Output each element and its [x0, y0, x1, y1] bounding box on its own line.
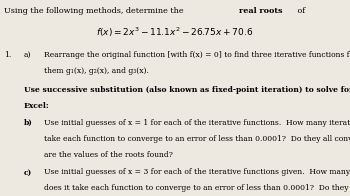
Text: real roots: real roots: [239, 7, 283, 15]
Text: $f(x)=2x^3-11.1x^2-26.75x+70.6$: $f(x)=2x^3-11.1x^2-26.75x+70.6$: [96, 25, 254, 39]
Text: Use initial guesses of x = 3 for each of the iterative functions given.  How man: Use initial guesses of x = 3 for each of…: [44, 168, 350, 176]
Text: are the values of the roots found?: are the values of the roots found?: [44, 151, 173, 159]
Text: of: of: [295, 7, 306, 15]
Text: b): b): [24, 119, 33, 127]
Text: 1.: 1.: [4, 51, 12, 59]
Text: Using the following methods, determine the: Using the following methods, determine t…: [4, 7, 186, 15]
Text: does it take each function to converge to an error of less than 0.0001?  Do they: does it take each function to converge t…: [44, 184, 350, 192]
Text: a): a): [24, 51, 31, 59]
Text: Excel:: Excel:: [24, 102, 50, 110]
Text: c): c): [24, 168, 32, 176]
Text: Use initial guesses of x = 1 for each of the iterative functions.  How many iter: Use initial guesses of x = 1 for each of…: [44, 119, 350, 127]
Text: Rearrange the original function [with f(x) = 0] to find three iterative function: Rearrange the original function [with f(…: [44, 51, 350, 59]
Text: them g₁(x), g₂(x), and g₃(x).: them g₁(x), g₂(x), and g₃(x).: [44, 67, 149, 75]
Text: Use successive substitution (also known as fixed-point iteration) to solve for t: Use successive substitution (also known …: [24, 86, 350, 94]
Text: take each function to converge to an error of less than 0.0001?  Do they all con: take each function to converge to an err…: [44, 135, 350, 143]
